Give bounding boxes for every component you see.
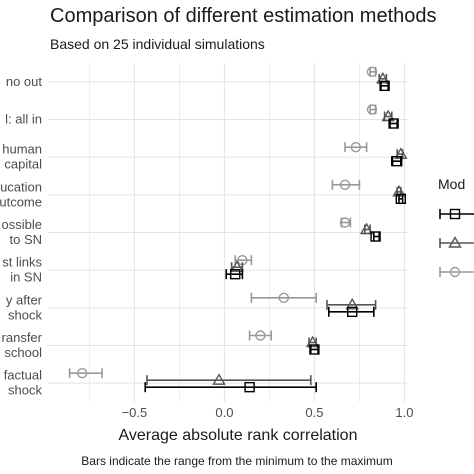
y-tick-label: ossible to SN (2, 217, 42, 247)
y-tick-label: y after shock (6, 292, 43, 322)
data-point (370, 231, 381, 242)
y-tick-label: l: all in (5, 112, 42, 127)
chart-title: Comparison of different estimation metho… (50, 5, 437, 27)
data-point (309, 344, 320, 355)
legend-key-marker (449, 266, 461, 278)
x-tick-label: 1.0 (395, 405, 413, 420)
data-point (244, 381, 255, 393)
data-point (339, 217, 351, 228)
data-point (345, 297, 359, 310)
data-point (230, 260, 244, 272)
legend-key-marker (448, 236, 462, 248)
x-axis-label: Average absolute rank correlation (119, 427, 358, 444)
y-tick-label: human capital (2, 142, 42, 172)
x-tick-label: 0.0 (215, 405, 233, 420)
data-point (305, 335, 320, 348)
data-point (339, 179, 351, 191)
data-point (347, 306, 358, 318)
x-tick-label: −0.5 (122, 405, 148, 420)
legend-title: Mod (438, 176, 466, 192)
data-point (395, 193, 406, 205)
data-point (359, 222, 374, 235)
data-point (229, 268, 241, 280)
data-point (278, 292, 289, 304)
data-point (255, 330, 266, 341)
data-point (366, 104, 378, 115)
data-point (212, 373, 226, 385)
data-point (376, 71, 390, 84)
data-point (379, 80, 390, 92)
y-tick-label: st links in SN (2, 255, 42, 285)
y-tick-label: ucation utcome (0, 179, 42, 209)
data-point (388, 118, 399, 129)
chart-caption: Bars indicate the range from the minimum… (81, 454, 393, 468)
data-point (366, 66, 378, 78)
y-tick-label: no out (6, 74, 43, 89)
legend-key-marker (449, 208, 461, 220)
data-point (350, 141, 361, 153)
y-tick-label: factual shock (4, 368, 43, 398)
chart-subtitle: Based on 25 individual simulations (50, 36, 265, 52)
data-point (76, 367, 88, 379)
y-tick-label: ransfer school (2, 330, 43, 360)
data-point (381, 109, 395, 122)
data-point (392, 155, 403, 167)
x-tick-label: 0.5 (305, 405, 323, 420)
